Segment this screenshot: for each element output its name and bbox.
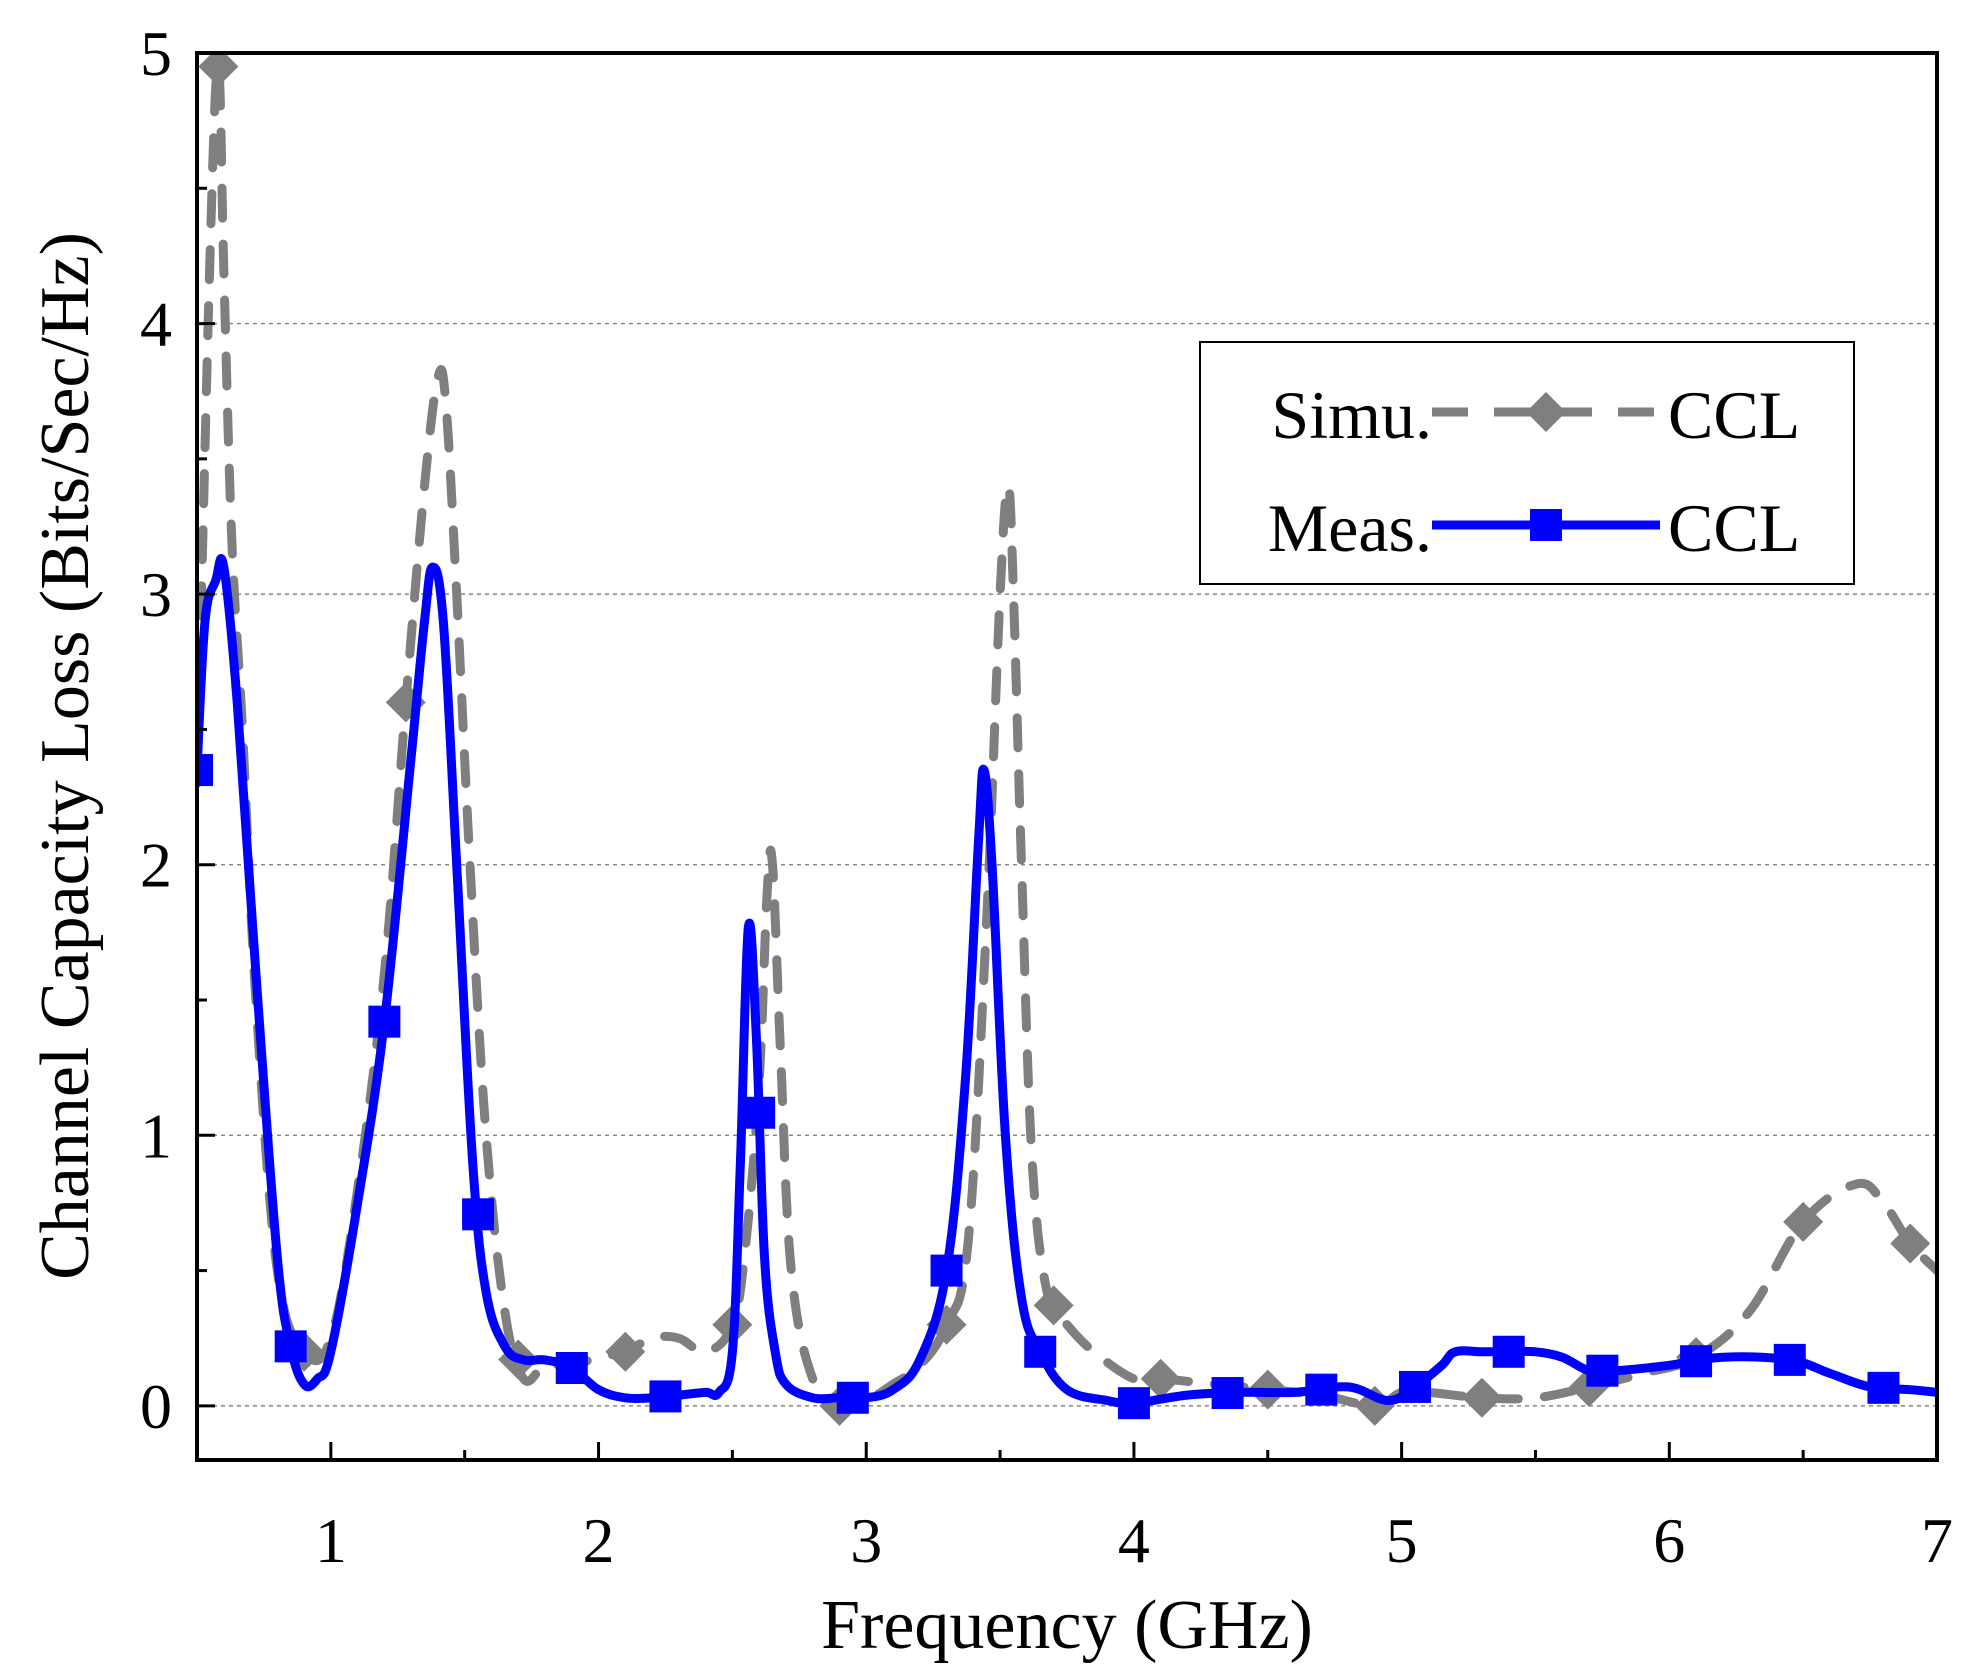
measured-marker: [1773, 1343, 1806, 1376]
measured-marker: [1305, 1373, 1338, 1406]
x-tick-label: 5: [1386, 1505, 1418, 1576]
legend-meas-name: CCL: [1668, 490, 1800, 566]
measured-marker: [1024, 1335, 1057, 1368]
x-tick-label: 6: [1653, 1505, 1685, 1576]
grid-layer: [197, 322, 1937, 1407]
measured-marker: [930, 1254, 963, 1287]
y-tick-label: 2: [140, 830, 172, 901]
simulated-marker: [605, 1331, 646, 1372]
y-tick-label: 1: [140, 1100, 172, 1171]
y-axis-title: Channel Capacity Loss (Bits/Sec/Hz): [27, 232, 104, 1280]
measured-marker: [462, 1198, 495, 1231]
measured-marker: [1680, 1345, 1713, 1378]
y-tick-label: 4: [140, 289, 172, 360]
x-tick-label: 4: [1118, 1505, 1150, 1576]
legend-sim-name: CCL: [1668, 377, 1800, 453]
x-axis-title: Frequency (GHz): [821, 1587, 1313, 1664]
measured-marker: [1867, 1371, 1900, 1404]
x-tick-label: 1: [315, 1505, 347, 1576]
measured-marker: [368, 1005, 401, 1038]
legend-sim-marker: [1526, 392, 1566, 432]
simulated-marker: [1033, 1285, 1074, 1326]
legend-sim-prefix: Simu.: [1271, 377, 1432, 453]
measured-series: [197, 554, 1937, 1420]
plot-frame: [195, 51, 1939, 1462]
y-tick-label: 3: [140, 559, 172, 630]
y-tick-label: 5: [140, 18, 172, 89]
tick-layer: 1 2 3 4 5 6 7 0 1 2 3 4 5: [140, 18, 1953, 1576]
measured-marker: [1211, 1377, 1244, 1410]
measured-marker: [555, 1352, 588, 1385]
measured-marker: [197, 754, 213, 787]
measured-marker: [649, 1380, 682, 1413]
legend-meas-marker: [1530, 509, 1562, 541]
y-tick-label: 0: [140, 1371, 172, 1442]
x-tick-label: 2: [583, 1505, 615, 1576]
simulated-marker: [1140, 1358, 1181, 1399]
measured-marker: [1117, 1387, 1150, 1420]
simulated-marker: [1461, 1377, 1502, 1418]
simulated-marker: [1783, 1201, 1824, 1242]
legend-box: [1199, 341, 1855, 585]
measured-marker: [836, 1381, 869, 1414]
legend-meas-prefix: Meas.: [1268, 490, 1432, 566]
legend: Simu. CCL Meas. CCL: [1199, 341, 1855, 585]
measured-marker: [743, 1096, 776, 1129]
measured-marker: [1399, 1370, 1431, 1403]
measured-marker: [1492, 1335, 1525, 1368]
measured-marker: [1586, 1354, 1619, 1387]
measured-ccl-line: [197, 554, 1937, 1409]
simulated-marker: [1890, 1223, 1931, 1264]
measured-marker: [274, 1330, 307, 1363]
simulated-marker: [198, 53, 239, 87]
x-tick-label: 3: [850, 1505, 882, 1576]
x-tick-label: 7: [1921, 1505, 1953, 1576]
